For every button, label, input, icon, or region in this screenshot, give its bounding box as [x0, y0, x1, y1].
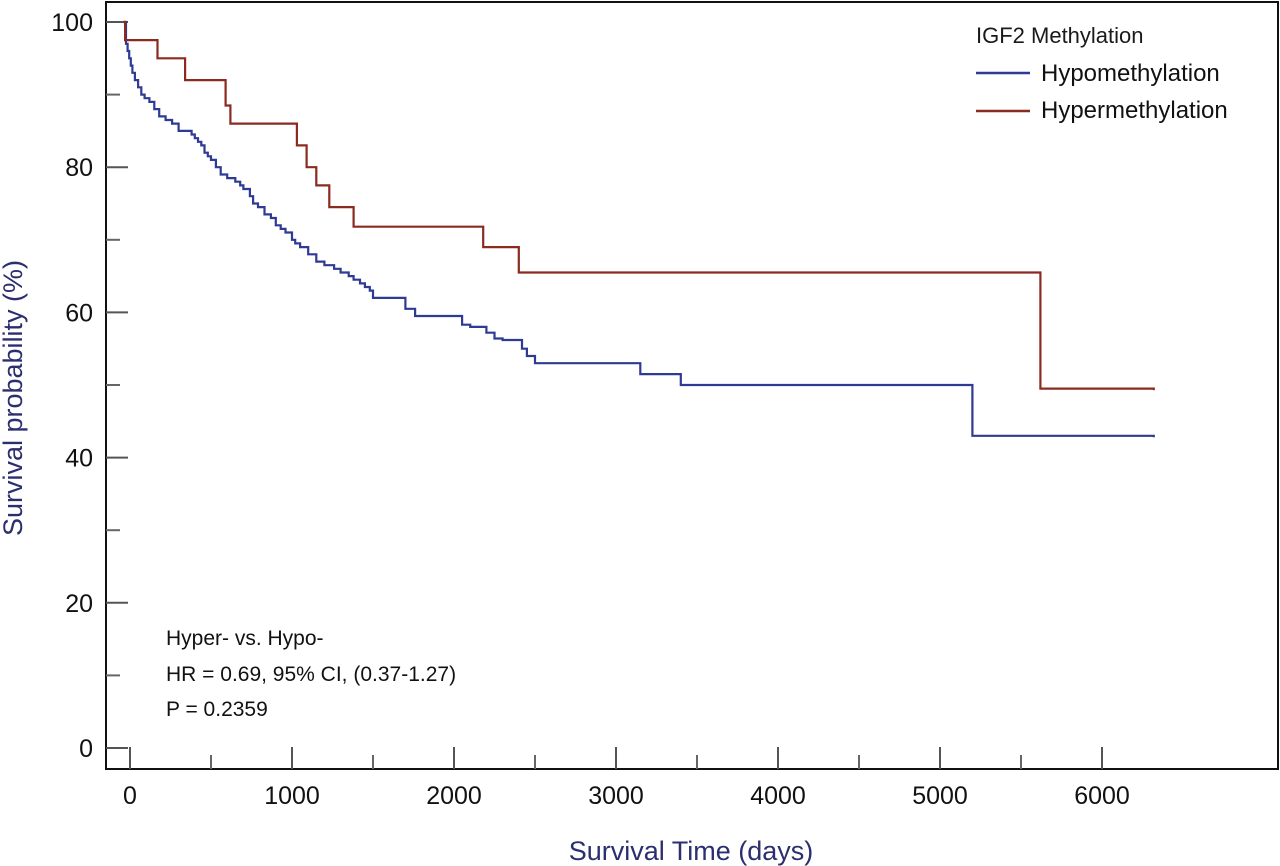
legend: IGF2 Methylation Hypomethylation Hyperme…	[976, 23, 1228, 124]
y-tick-label-20: 20	[65, 590, 93, 618]
series-line-hypomethylation	[123, 20, 1155, 438]
stats-annotation: Hyper- vs. Hypo- HR = 0.69, 95% CI, (0.3…	[166, 627, 456, 721]
y-tick-label-60: 60	[65, 299, 93, 327]
y-axis-title: Survival probability (%)	[0, 260, 28, 536]
annotation-p-value: P = 0.2359	[166, 698, 268, 721]
annotation-hazard-ratio: HR = 0.69, 95% CI, (0.37-1.27)	[166, 663, 456, 686]
x-tick-label-5000: 5000	[912, 782, 968, 810]
y-tick-label-40: 40	[65, 445, 93, 473]
x-tick-label-4000: 4000	[750, 782, 806, 810]
legend-title: IGF2 Methylation	[976, 23, 1144, 48]
series-layer	[123, 20, 1155, 438]
x-axis-title: Survival Time (days)	[569, 836, 814, 866]
series-line-hypermethylation	[123, 20, 1155, 391]
minor-ticks	[106, 93, 1022, 769]
legend-label-hypomethylation: Hypomethylation	[1041, 60, 1220, 87]
x-tick-label-0: 0	[123, 782, 137, 810]
x-tick-label-1000: 1000	[264, 782, 320, 810]
x-tick-label-2000: 2000	[426, 782, 482, 810]
y-tick-label-100: 100	[51, 9, 93, 37]
y-tick-label-0: 0	[79, 735, 93, 763]
annotation-comparison: Hyper- vs. Hypo-	[166, 627, 324, 650]
x-tick-label-3000: 3000	[588, 782, 644, 810]
y-tick-label-80: 80	[65, 154, 93, 182]
x-tick-label-6000: 6000	[1074, 782, 1130, 810]
legend-label-hypermethylation: Hypermethylation	[1041, 97, 1228, 124]
